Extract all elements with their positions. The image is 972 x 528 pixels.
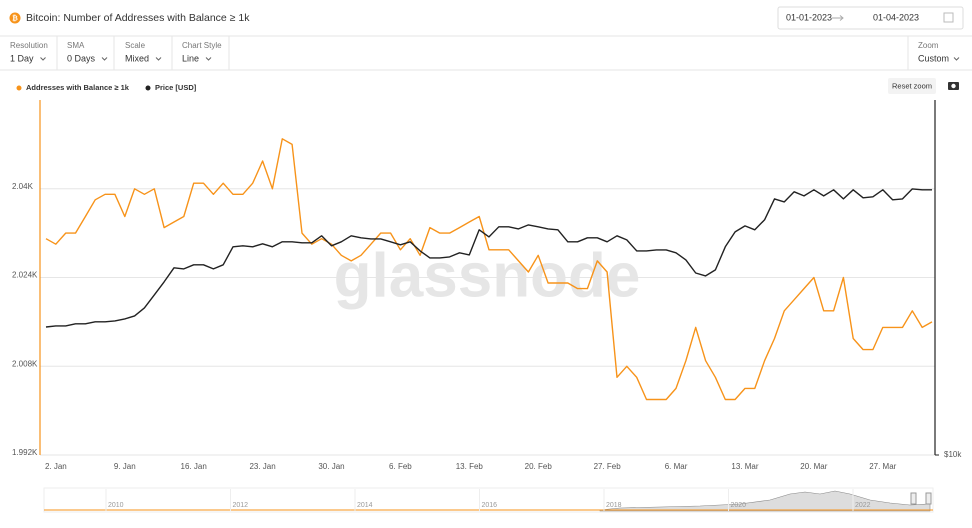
plot: 1.992K 2.008K 2.024K 2.04K $10k 2. Jan 9. Jan 1…: [12, 100, 962, 471]
navigator-label: 2018: [606, 502, 622, 509]
legend-marker: [16, 85, 22, 91]
control-value[interactable]: Custom: [918, 53, 949, 63]
x-tick-label: 20. Mar: [800, 462, 827, 471]
chevron: [40, 57, 46, 61]
date-from[interactable]: 01-01-2023: [786, 12, 832, 22]
x-tick-label: 6. Mar: [665, 462, 688, 471]
control-label: Resolution: [10, 41, 48, 50]
reset-zoom-button[interactable]: [888, 78, 936, 94]
y-tick-label: 1.992K: [12, 448, 38, 457]
controls: Resolution 1 Day SMA 0 Days Scale Mixed Chart …: [10, 36, 960, 70]
bitcoin-icon: [9, 12, 21, 24]
chevron: [101, 57, 108, 61]
x-tick-label: 13. Feb: [456, 462, 484, 471]
x-tick-label: 9. Jan: [114, 462, 136, 471]
control-label: SMA: [67, 41, 85, 50]
watermark: glassnode: [334, 241, 641, 310]
navigator-label: 2010: [108, 502, 124, 509]
date-arrow: [832, 15, 844, 21]
navigator-labels: 2010 2012 2014 2016 2018 2020 2022: [105, 489, 871, 511]
navigator-price: [599, 490, 931, 512]
calendar-icon[interactable]: [943, 12, 954, 23]
x-tick-label: 30. Jan: [318, 462, 344, 471]
control-value[interactable]: 0 Days: [67, 53, 96, 63]
control-value[interactable]: Mixed: [125, 53, 149, 63]
y-tick-label: 2.024K: [12, 271, 38, 280]
y-tick-label: 2.008K: [12, 359, 38, 368]
y-tick-label: 2.04K: [12, 182, 34, 191]
navigator-label: 2022: [855, 502, 871, 509]
control-label: Chart Style: [182, 41, 222, 50]
navigator-label: 2016: [482, 502, 498, 509]
camera-lens: [951, 83, 956, 89]
x-tick-label: 6. Feb: [389, 462, 412, 471]
x-tick-label: 23. Jan: [249, 462, 275, 471]
control-label: Zoom: [918, 41, 939, 50]
x-tick-label: 13. Mar: [731, 462, 758, 471]
chevron: [155, 57, 162, 61]
navigator-handle[interactable]: [910, 492, 917, 505]
x-tick-label: 27. Feb: [594, 462, 622, 471]
navigator-label: 2014: [357, 502, 373, 509]
x-tick-label: 16. Jan: [181, 462, 207, 471]
control-label: Scale: [125, 41, 146, 50]
x-tick-label: 27. Mar: [869, 462, 896, 471]
control-value[interactable]: 1 Day: [10, 53, 34, 63]
bitcoin-glyph: ₿: [12, 14, 18, 22]
navigator-handle[interactable]: [925, 492, 932, 505]
chart-title: Bitcoin: Number of Addresses with Balanc…: [26, 12, 250, 24]
x-tick-label: 2. Jan: [45, 462, 67, 471]
chevron: [205, 57, 212, 61]
series-line: [45, 138, 933, 401]
legend-label[interactable]: Addresses with Balance ≥ 1k: [26, 83, 130, 92]
control-value[interactable]: Line: [182, 53, 199, 63]
legend-marker: [145, 85, 151, 91]
navigator-label: 2012: [233, 502, 249, 509]
y2-tick-label: $10k: [944, 450, 962, 459]
navigator-label: 2020: [731, 502, 747, 509]
reset-zoom-label[interactable]: Reset zoom: [892, 81, 932, 90]
date-to[interactable]: 01-04-2023: [873, 12, 919, 22]
legend: Addresses with Balance ≥ 1k Price [USD]: [16, 83, 197, 92]
date-range[interactable]: [777, 6, 964, 30]
series-line: [45, 188, 932, 328]
legend-label[interactable]: Price [USD]: [155, 83, 197, 92]
chevron: [953, 57, 960, 61]
x-tick-label: 20. Feb: [525, 462, 553, 471]
